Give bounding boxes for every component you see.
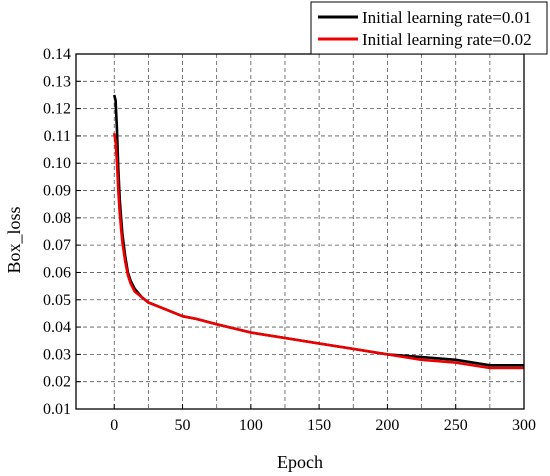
legend: Initial learning rate=0.01 Initial learn… [310, 1, 548, 55]
y-tick-label: 0.03 [43, 346, 71, 363]
y-tick-label: 0.06 [43, 264, 71, 281]
y-tick-label: 0.02 [43, 374, 71, 391]
y-axis-title: Box_loss [4, 206, 24, 273]
plot-frame [75, 53, 525, 410]
y-tick-label: 0.05 [43, 292, 71, 309]
y-tick-label: 0.12 [43, 101, 71, 118]
x-tick-label: 250 [444, 417, 468, 434]
x-tick-label: 150 [307, 417, 331, 434]
x-tick-label: 0 [110, 417, 118, 434]
y-tick-label: 0.09 [43, 183, 71, 200]
x-tick-label: 300 [512, 417, 536, 434]
series-line-1 [112, 132, 524, 370]
y-tick-label: 0.10 [43, 155, 71, 172]
y-tick-label: 0.11 [44, 128, 71, 145]
y-tick-label: 0.13 [43, 73, 71, 90]
series-layer [112, 94, 524, 370]
y-tick-label: 0.14 [43, 46, 71, 63]
y-tick-label: 0.08 [43, 210, 71, 227]
legend-label-lr-0.02: Initial learning rate=0.02 [362, 30, 532, 49]
x-tick-label: 200 [375, 417, 399, 434]
x-tick-label: 100 [239, 417, 263, 434]
x-axis-title: Epoch [277, 452, 323, 472]
x-tick-label: 50 [175, 417, 191, 434]
y-tick-label: 0.07 [43, 237, 71, 254]
legend-label-lr-0.01: Initial learning rate=0.01 [362, 8, 532, 27]
y-tick-label: 0.01 [43, 401, 71, 418]
y-tick-label: 0.04 [43, 319, 71, 336]
axis-ticks: 0 50 100 150 200 250 300 0.01 0.02 0.03 0.04 0.05 0.… [43, 46, 536, 434]
legend-box [310, 1, 548, 55]
